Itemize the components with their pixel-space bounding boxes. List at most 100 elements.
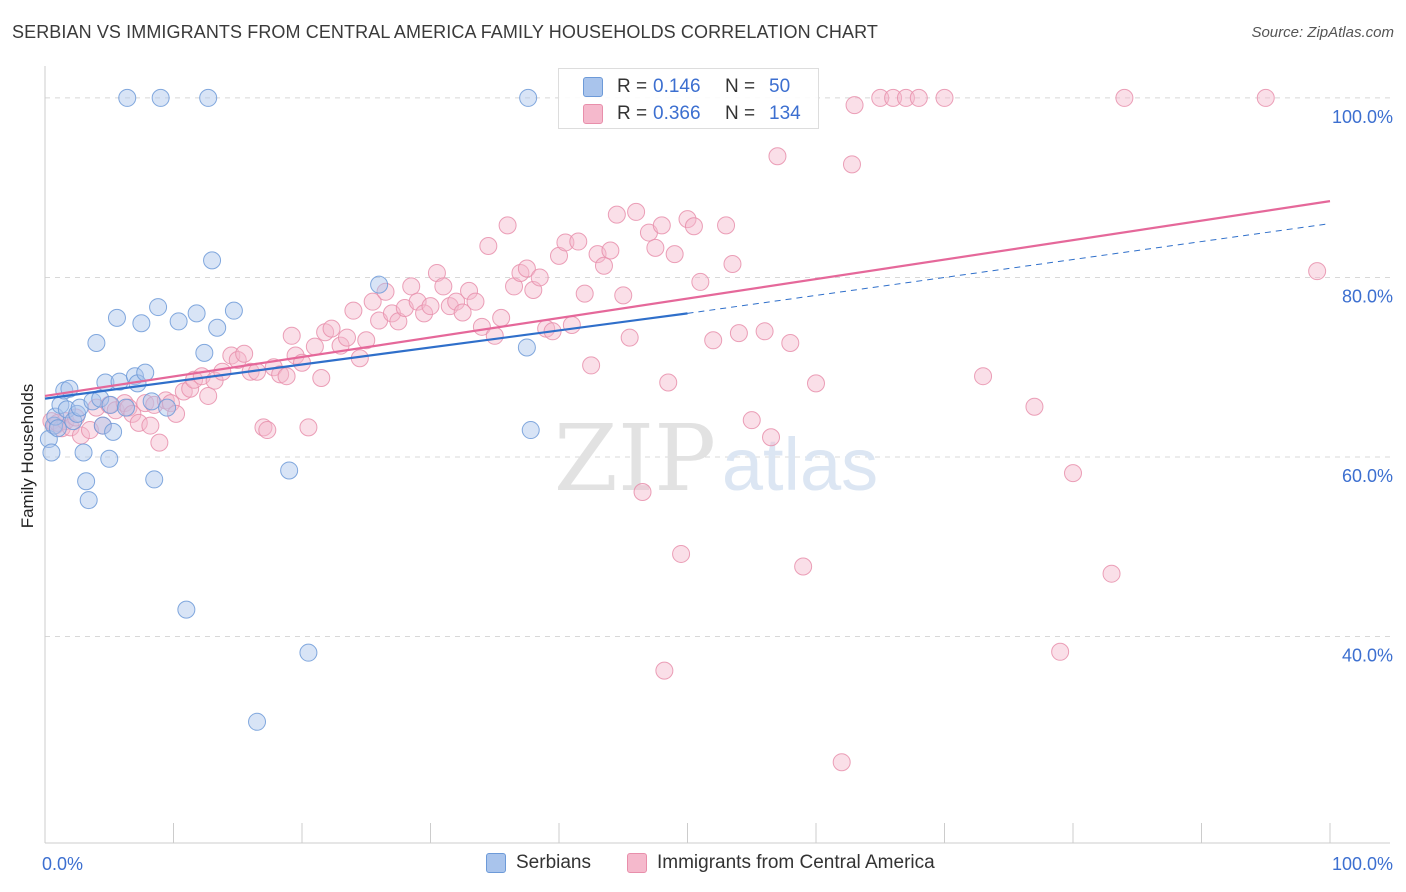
immigrant-point (762, 428, 781, 447)
immigrant-point (1051, 642, 1070, 661)
immigrant-point (466, 292, 485, 311)
immigrant-point (633, 482, 652, 501)
serbian-point (142, 392, 161, 411)
immigrant-point (1308, 262, 1327, 281)
immigrant-point (614, 286, 633, 305)
serbian-point (519, 88, 538, 107)
immigrant-point (277, 367, 296, 386)
serbian-point (195, 343, 214, 362)
immigrant-point (141, 416, 160, 435)
watermark-atlas: atlas (722, 423, 878, 506)
serbian-point (224, 301, 243, 320)
serbians-legend-swatch (486, 853, 506, 873)
y-axis-label: Family Households (18, 384, 37, 529)
immigrant-point (434, 277, 453, 296)
watermark: ZIP atlas (554, 405, 878, 512)
serbian-point (169, 312, 188, 331)
y-tick-label: 100.0% (1332, 107, 1393, 127)
serbian-point (48, 419, 67, 438)
series-legend: Serbians Immigrants from Central America (0, 850, 1406, 880)
immigrants-swatch (583, 104, 603, 124)
immigrant-point (1064, 464, 1082, 483)
serbian-point (370, 275, 389, 294)
serbian-point (248, 712, 267, 731)
serbian-point (151, 88, 170, 107)
immigrant-point (755, 322, 774, 341)
immigrant-point (832, 753, 851, 772)
immigrant-point (286, 346, 305, 365)
serbians-legend-label: Serbians (516, 852, 591, 873)
y-tick-label: 60.0% (1342, 466, 1393, 486)
immigrant-point (363, 292, 382, 311)
serbian-point (208, 318, 227, 337)
immigrant-point (742, 411, 761, 430)
immigrant-point (415, 304, 434, 323)
serbian-point (46, 407, 65, 426)
serbians-r-value: 0.146 (653, 76, 701, 97)
serbian-point (77, 472, 96, 491)
immigrant-point (884, 88, 903, 107)
immigrant-point (601, 241, 620, 260)
serbian-point (149, 298, 168, 317)
immigrant-point (213, 362, 232, 381)
immigrant-point (402, 277, 421, 296)
serbian-point (107, 308, 126, 327)
immigrant-point (794, 557, 813, 576)
immigrant-point (344, 301, 363, 320)
axes (44, 66, 1390, 844)
immigrant-point (1025, 397, 1044, 416)
legend-item-serbians[interactable]: Serbians (486, 852, 591, 874)
serbian-point (521, 421, 540, 440)
n-label: N = (725, 76, 756, 97)
immigrant-point (150, 433, 169, 452)
chart-source: Source: ZipAtlas.com (1251, 24, 1394, 41)
x-tick-label: 0.0% (42, 854, 83, 874)
immigrant-point (723, 254, 742, 273)
legend-item-immigrants[interactable]: Immigrants from Central America (627, 852, 935, 874)
immigrant-point (935, 88, 954, 107)
immigrant-point (569, 232, 588, 251)
immigrant-point (460, 281, 479, 300)
immigrant-point (282, 326, 301, 345)
immigrant-point (845, 96, 864, 115)
immigrant-point (258, 421, 277, 440)
serbians-n-value: 50 (769, 76, 791, 97)
serbian-point (187, 304, 206, 323)
immigrant-point (511, 263, 530, 282)
immigrant-point (156, 391, 175, 410)
immigrant-point (678, 210, 697, 229)
serbians-trend-line (44, 312, 688, 400)
r-label: R = (617, 76, 648, 97)
immigrant-point (665, 245, 684, 264)
serbian-point (517, 338, 536, 357)
immigrant-point (896, 88, 915, 107)
immigrant-point (530, 268, 549, 287)
serbians-swatch (583, 77, 603, 97)
serbian-point (79, 491, 98, 510)
immigrant-point (235, 344, 254, 363)
serbian-point (203, 251, 222, 270)
immigrant-point (1102, 564, 1121, 583)
immigrant-point (717, 216, 736, 235)
immigrant-point (479, 237, 498, 256)
serbian-point (100, 449, 119, 468)
immigrant-point (485, 326, 504, 345)
immigrant-point (684, 217, 703, 236)
immigrant-point (729, 324, 748, 343)
gridlines (45, 97, 1390, 638)
serbian-point (199, 88, 218, 107)
immigrant-point (909, 88, 928, 107)
serbian-point (93, 416, 112, 435)
immigrant-point (167, 404, 186, 423)
immigrant-point (768, 147, 787, 166)
immigrant-point (492, 308, 511, 327)
immigrants-n-value: 134 (769, 103, 801, 124)
serbian-point (104, 422, 123, 441)
immigrant-point (562, 316, 581, 335)
immigrant-point (376, 282, 395, 301)
immigrant-point (199, 386, 218, 405)
immigrant-point (322, 319, 341, 338)
serbian-point (125, 367, 144, 386)
serbians-trend-extension (687, 223, 1331, 314)
